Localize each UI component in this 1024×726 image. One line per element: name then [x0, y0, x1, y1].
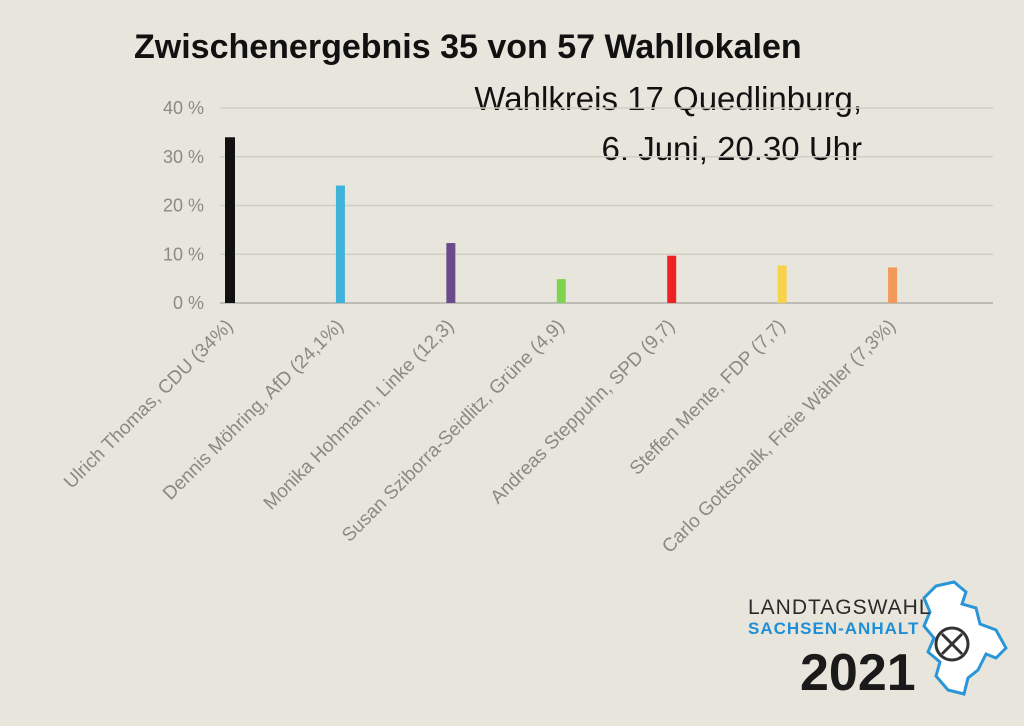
y-tick-label: 30 % — [163, 147, 204, 167]
chart-subtitle-line-2: 6. Juni, 20.30 Uhr — [601, 130, 863, 167]
bar — [225, 137, 235, 303]
bar — [888, 267, 898, 303]
logo-line-3: 2021 — [800, 644, 916, 700]
sachsen-anhalt-map-ballot-icon — [922, 580, 1008, 696]
x-axis-category-labels: Ulrich Thomas, CDU (34%)Dennis Möhring, … — [60, 316, 900, 558]
x-category-label: Dennis Möhring, AfD (24,1%) — [159, 316, 348, 505]
bars — [225, 137, 898, 303]
grid-lines — [220, 107, 993, 304]
x-category-label: Monika Hohmann, Linke (12,3) — [260, 316, 459, 515]
chart-title: Zwischenergebnis 35 von 57 Wahllokalen — [134, 28, 802, 66]
bar — [667, 255, 677, 303]
x-category-label: Carlo Gottschalk, Freie Wähler (7,3%) — [658, 316, 900, 558]
bar — [446, 243, 456, 303]
bar — [777, 265, 787, 303]
landtagswahl-logo: LANDTAGSWAHL SACHSEN-ANHALT 2021 — [748, 580, 1008, 700]
y-tick-label: 40 % — [163, 98, 204, 118]
y-tick-label: 20 % — [163, 196, 204, 216]
bar — [556, 279, 566, 303]
chart-subtitle-line-1: Wahlkreis 17 Quedlinburg, — [474, 80, 862, 117]
y-axis-tick-labels: 0 % 10 % 20 % 30 % 40 % — [163, 98, 204, 313]
y-tick-label: 0 % — [173, 293, 204, 313]
x-category-label: Susan Sziborra-Seidlitz, Grüne (4,9) — [338, 316, 569, 547]
x-category-label: Andreas Steppuhn, SPD (9,7) — [487, 316, 680, 509]
logo-line-2: SACHSEN-ANHALT — [748, 619, 919, 638]
y-tick-label: 10 % — [163, 244, 204, 264]
logo-line-1: LANDTAGSWAHL — [748, 596, 932, 619]
bar — [335, 185, 345, 303]
